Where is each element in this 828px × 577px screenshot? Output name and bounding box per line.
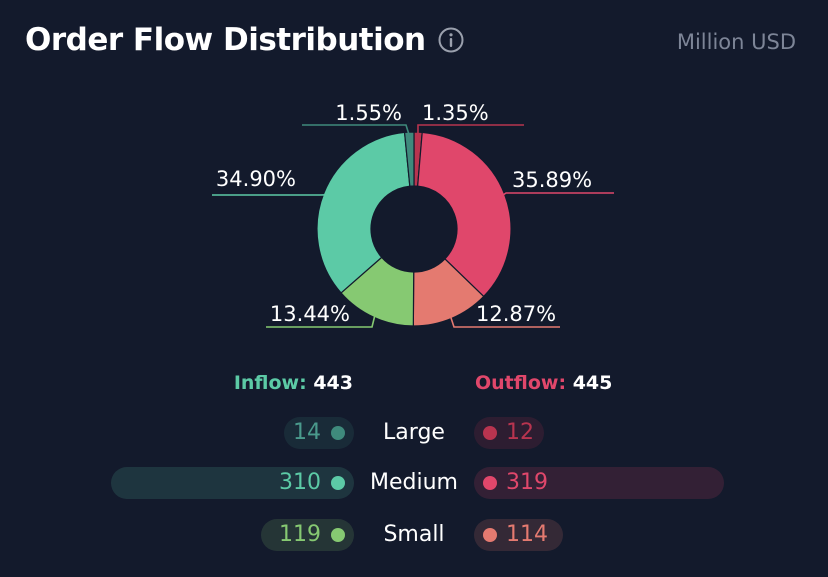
row-label: Large [383, 420, 445, 445]
slice-percent-label: 35.89% [512, 168, 592, 192]
outflow-value: 114 [506, 522, 548, 547]
inflow-summary: Inflow: 443 [234, 372, 353, 394]
row-label: Small [383, 522, 445, 547]
slice-leader-line [449, 314, 560, 328]
outflow-summary: Outflow: 445 [475, 372, 612, 394]
outflow-value: 12 [506, 420, 534, 445]
outflow-bar [474, 467, 724, 499]
inflow-label: Inflow: [233, 372, 307, 394]
inflow-value: 310 [279, 470, 321, 495]
outflow-label: Outflow: [475, 372, 567, 394]
unit-label: Million USD [676, 30, 796, 54]
slice-leader-line [302, 124, 411, 137]
header: Order Flow Distribution [25, 22, 464, 58]
row-label: Medium [370, 470, 458, 495]
slice-percent-label: 13.44% [270, 302, 350, 326]
inflow-bar [111, 467, 354, 499]
slice-leader-line [266, 313, 377, 328]
inflow-total: 443 [313, 372, 353, 394]
inflow-value: 119 [279, 522, 321, 547]
inflow-dot [331, 528, 345, 542]
slice-percent-label: 1.55% [335, 101, 402, 125]
donut-slice[interactable] [316, 131, 411, 294]
donut-slice[interactable] [416, 131, 512, 298]
outflow-dot [483, 476, 497, 490]
inflow-value: 14 [293, 420, 321, 445]
page-title: Order Flow Distribution [25, 22, 426, 58]
slice-percent-label: 34.90% [216, 167, 296, 191]
outflow-total: 445 [572, 372, 613, 394]
slice-percent-label: 12.87% [476, 302, 556, 326]
outflow-dot [483, 528, 497, 542]
slice-percent-label: 1.35% [422, 101, 489, 125]
outflow-dot [483, 426, 497, 440]
inflow-dot [331, 476, 345, 490]
slice-leader-line [500, 192, 614, 198]
donut-chart: 1.35% 35.89% 12.87% 13.44% 34.90% 1.55% [212, 101, 614, 328]
slice-leader-line [417, 124, 524, 137]
inflow-dot [331, 426, 345, 440]
outflow-value: 319 [506, 470, 548, 495]
info-icon[interactable] [438, 27, 464, 53]
